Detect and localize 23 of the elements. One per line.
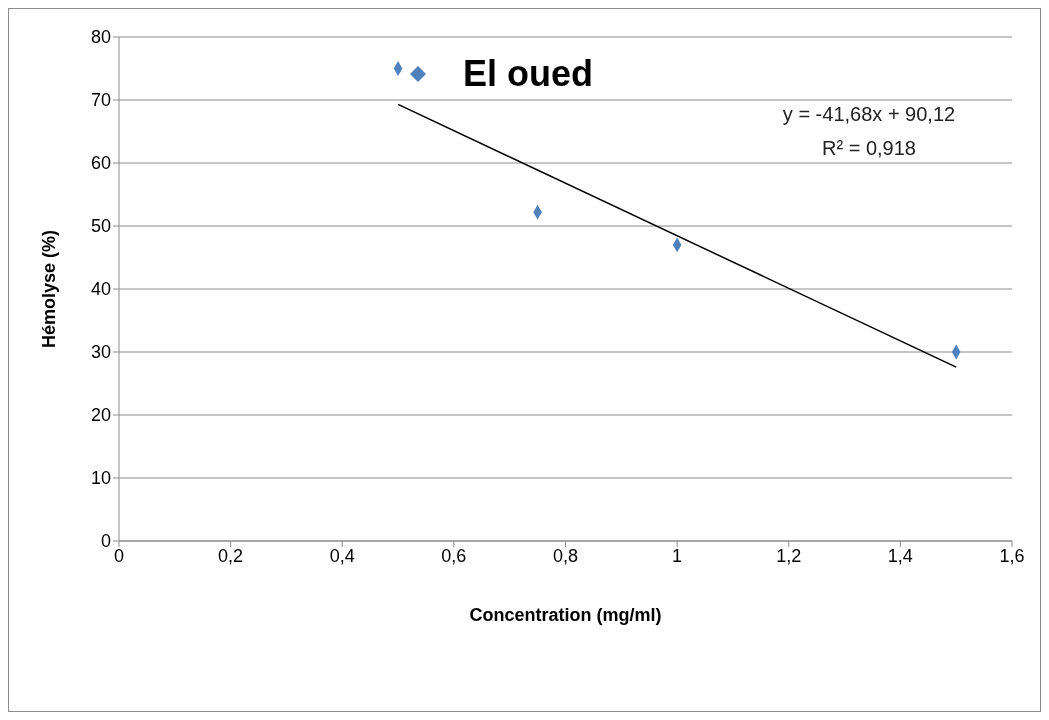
annotation: R² = 0,918 — [821, 136, 917, 161]
x-tick-label: 0,2 — [218, 545, 244, 566]
x-tick-label: 0,6 — [441, 545, 467, 566]
annotation: y = -41,68x + 90,12 — [781, 102, 957, 127]
y-tick-label: 0 — [100, 531, 111, 552]
legend-label: El oued — [463, 53, 594, 95]
x-tick-label: 1,4 — [887, 545, 913, 566]
y-tick-label: 40 — [90, 279, 111, 300]
y-tick-label: 20 — [90, 405, 111, 426]
x-tick-label: 0,8 — [552, 545, 579, 566]
x-tick-label: 0,4 — [329, 545, 355, 566]
y-tick-label: 30 — [90, 342, 111, 363]
x-tick-label: 0 — [113, 545, 125, 566]
y-axis-title: Hémolyse (%) — [39, 229, 60, 349]
x-tick-label: 1,2 — [776, 545, 802, 566]
x-axis-title: Concentration (mg/ml) — [469, 605, 662, 625]
y-tick-label: 10 — [90, 468, 111, 489]
y-tick-label: 70 — [90, 90, 111, 111]
y-tick-label: 80 — [90, 27, 111, 48]
x-tick-label: 1,6 — [999, 545, 1025, 566]
y-tick-label: 60 — [90, 153, 111, 174]
y-tick-label: 50 — [90, 216, 111, 237]
x-tick-label: 1 — [672, 545, 683, 566]
